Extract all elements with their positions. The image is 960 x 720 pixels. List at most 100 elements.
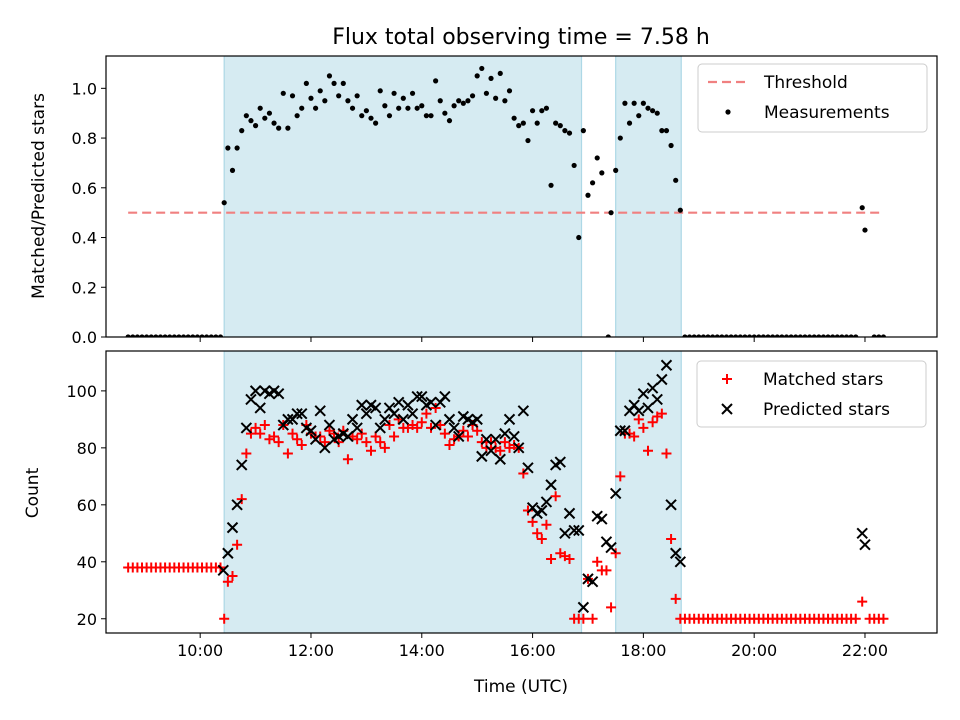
measurement-point — [130, 334, 136, 337]
x-tick-label: 22:00 — [842, 641, 888, 660]
measurement-point — [157, 334, 164, 337]
predicted-star-point — [660, 359, 673, 371]
predicted-star-point — [545, 479, 557, 491]
measurement-point — [322, 98, 328, 104]
chart-title: Flux total observing time = 7.58 h — [332, 25, 710, 50]
matched-star-point — [296, 440, 307, 450]
predicted-star-point — [605, 541, 617, 554]
legend-label: Measurements — [764, 103, 890, 123]
measurement-point — [419, 103, 425, 109]
measurement-point — [640, 100, 646, 106]
bottom-axes-frame — [105, 350, 938, 634]
matched-star-point — [615, 471, 626, 482]
measurement-point — [760, 334, 767, 337]
matched-star-point — [495, 445, 506, 456]
measurement-point — [626, 120, 633, 126]
predicted-star-point — [296, 407, 308, 420]
measurement-point — [148, 334, 154, 337]
measurement-point — [451, 103, 457, 109]
y-tick-label: 0.6 — [72, 179, 97, 198]
predicted-star-point — [226, 521, 239, 534]
predicted-star-point — [540, 496, 553, 508]
measurement-point — [326, 73, 333, 79]
measurement-point — [553, 120, 559, 126]
measurement-point — [816, 334, 822, 337]
matched-star-point — [564, 553, 575, 564]
measurement-point — [280, 90, 286, 96]
predicted-star-point — [499, 427, 511, 440]
matched-star-point — [722, 374, 732, 384]
matched-star-point — [656, 408, 667, 419]
x-tick-label: 12:00 — [288, 641, 334, 660]
measurement-point — [705, 334, 711, 337]
measurement-point — [229, 167, 236, 173]
predicted-star-point — [568, 524, 580, 537]
matched-star-point — [352, 434, 363, 445]
matched-star-point — [850, 613, 861, 624]
matched-star-point — [647, 417, 658, 428]
predicted-star-point — [503, 413, 516, 426]
matched-star-point — [430, 402, 441, 413]
measurement-point — [502, 98, 508, 104]
measurement-point — [497, 70, 503, 77]
predicted-star-point — [402, 399, 414, 411]
measurement-point — [252, 123, 259, 129]
predicted-star-point — [508, 430, 520, 443]
measurement-point — [349, 105, 356, 111]
predicted-star-point — [563, 507, 576, 520]
matched-star-point — [241, 448, 252, 459]
measurement-point — [271, 120, 277, 126]
measurement-point — [691, 334, 697, 337]
measurement-point — [746, 334, 753, 337]
predicted-star-point — [319, 442, 331, 454]
measurement-point — [345, 98, 351, 104]
measurement-point — [696, 334, 702, 337]
measurement-point — [608, 210, 614, 216]
measurement-point — [257, 105, 263, 111]
measurement-point — [543, 105, 550, 111]
measurement-point — [234, 145, 240, 151]
measurement-point — [594, 155, 600, 161]
measurement-point — [843, 334, 850, 337]
measurement-point — [185, 334, 191, 337]
predicted-star-point — [577, 601, 590, 614]
measurement-point — [483, 90, 490, 96]
predicted-star-point — [665, 499, 677, 511]
measurement-point — [770, 334, 776, 337]
measurement-point — [774, 334, 780, 337]
matched-star-point — [292, 434, 303, 445]
measurement-point — [446, 118, 453, 124]
measurement-point — [190, 334, 196, 337]
measurement-point — [663, 128, 670, 134]
predicted-star-point — [291, 407, 303, 420]
predicted-star-point — [453, 430, 465, 443]
shaded-interval — [223, 56, 583, 337]
measurement-point — [710, 334, 716, 337]
matched-star-point — [315, 431, 326, 442]
measurement-point — [765, 334, 771, 337]
x-tick-label: 16:00 — [510, 641, 556, 660]
matched-star-point — [661, 448, 672, 459]
y-tick-label: 40 — [77, 553, 97, 572]
matched-star-point — [532, 528, 543, 539]
measurement-point — [299, 105, 305, 111]
matched-star-point — [273, 437, 284, 448]
measurement-point — [876, 334, 882, 337]
bottom-y-axis-label: Count — [23, 467, 43, 518]
predicted-star-point — [425, 396, 437, 408]
predicted-star-point — [637, 388, 650, 400]
measurement-point — [534, 120, 540, 126]
matched-star-point — [361, 437, 372, 448]
measurement-point — [308, 95, 314, 101]
matched-star-point — [546, 553, 557, 564]
measurement-point — [414, 105, 420, 111]
measurement-point — [243, 113, 249, 119]
predicted-star-point — [536, 504, 548, 517]
y-tick-label: 0.4 — [72, 229, 97, 248]
measurement-point — [276, 125, 282, 131]
matched-star-point — [389, 431, 400, 442]
predicted-star-point — [392, 396, 405, 408]
top-panel: 0.0 0.2 0.4 0.6 0.8 1.0 Threshold Measurements — [72, 55, 938, 347]
predicted-star-point — [614, 425, 627, 437]
measurement-point — [673, 177, 679, 183]
